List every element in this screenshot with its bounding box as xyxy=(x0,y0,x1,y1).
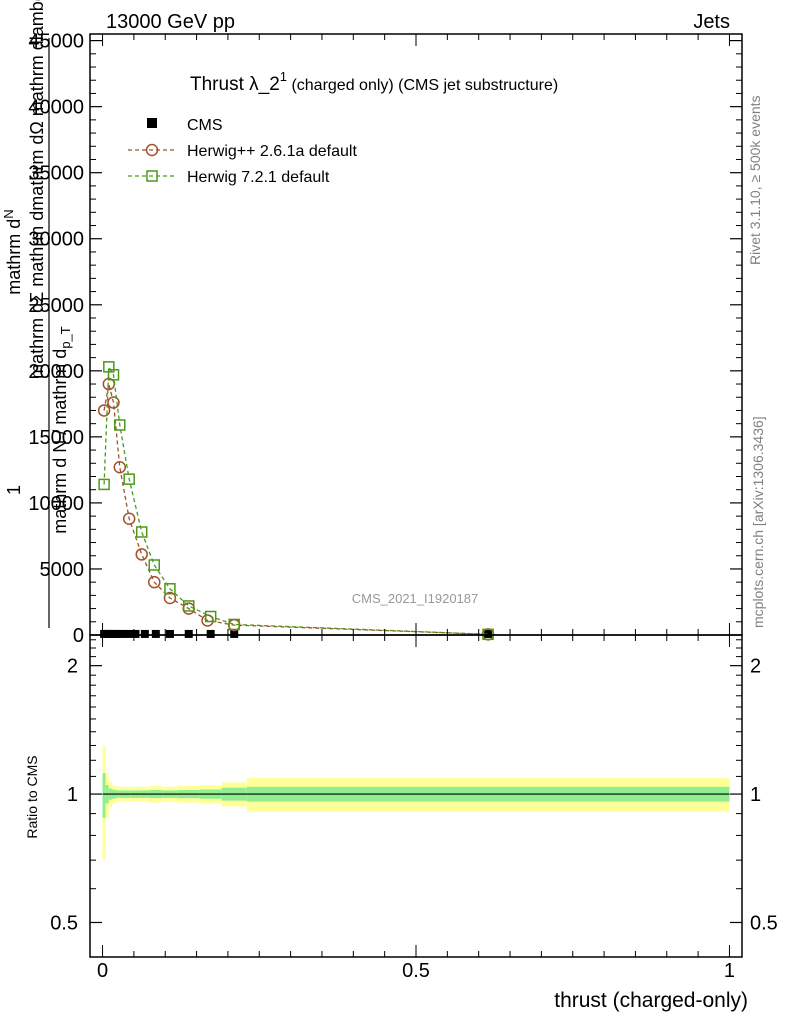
ratio-y-tick-label-right: 2 xyxy=(750,656,761,678)
main-y-tick-label: 40000 xyxy=(28,97,84,119)
data-point-cms xyxy=(117,629,126,638)
y-label-den-1: mathrm d N / mathrm d xyxy=(50,349,70,534)
ratio-y-tick-label-left: 0.5 xyxy=(50,912,78,934)
main-y-tick-label: 45000 xyxy=(28,31,84,53)
ratio-y-tick-label-left: 2 xyxy=(67,656,78,678)
ratio-y-axis-label: Ratio to CMS xyxy=(24,755,40,838)
data-point-cms xyxy=(151,629,160,638)
ratio-x-tick-label: 1 xyxy=(724,960,735,982)
y-label-num-3: mathrm dΣ mathrm d xyxy=(27,211,47,379)
data-point-herwig-pp xyxy=(163,591,177,605)
legend-marker-herwig-pp xyxy=(145,143,159,157)
main-y-axis: 0 5000 10000 15000 20000 25000 30000 35000 40000… xyxy=(28,31,742,647)
ratio-x-axis: 0 0.5 1 xyxy=(97,635,735,982)
ratio-y-tick-label-right: 0.5 xyxy=(750,912,778,934)
data-point-herwig-7 xyxy=(114,419,126,431)
main-y-axis-label: mathrm dN mathrm dΣ mathrm dmathrm dΩ ma… xyxy=(1,0,73,628)
data-point-herwig-pp xyxy=(148,575,161,589)
series-line-herwig-7 xyxy=(103,364,489,635)
header-energy-label: 13000 GeV pp xyxy=(106,11,235,33)
y-label-num-4: mathrm dΩ mathrm dlambda xyxy=(27,0,47,211)
ratio-y-tick-label-right: 1 xyxy=(750,784,761,806)
y-label-numerator-line2: mathrm dΣ mathrm dmathrm dΩ mathrm dlamb… xyxy=(27,0,47,379)
rivet-version-label: Rivet 3.1.10, ≥ 500k events xyxy=(747,95,763,265)
main-y-tick-label: 25000 xyxy=(28,295,84,317)
data-point-herwig-7 xyxy=(135,526,148,538)
y-label-num-2: N xyxy=(1,209,16,218)
main-y-tick-label: 0 xyxy=(73,625,84,647)
data-point-herwig-7 xyxy=(98,478,110,491)
main-series-layer xyxy=(97,361,495,641)
data-point-herwig-7 xyxy=(123,473,135,485)
data-point-cms xyxy=(184,629,193,638)
data-point-cms xyxy=(165,629,174,638)
legend-marker-herwig-7 xyxy=(146,170,158,182)
legend-label-herwig-pp: Herwig++ 2.6.1a default xyxy=(187,143,357,160)
data-point-cms xyxy=(230,629,239,638)
data-point-herwig-pp xyxy=(122,512,136,526)
ratio-y-tick-label-left: 1 xyxy=(67,784,78,806)
main-y-tick-label: 5000 xyxy=(40,559,85,581)
main-y-tick-label: 30000 xyxy=(28,229,84,251)
analysis-watermark: CMS_2021_I1920187 xyxy=(352,591,479,606)
data-point-herwig-pp xyxy=(107,396,120,409)
main-panel: 0 5000 10000 15000 20000 25000 30000 35000 40000… xyxy=(28,31,743,647)
main-y-tick-label: 15000 xyxy=(28,427,84,449)
legend-marker-cms xyxy=(147,118,157,128)
plot-title-rest: (charged only) (CMS jet substructure) xyxy=(287,77,558,94)
data-point-herwig-pp xyxy=(113,460,127,474)
y-label-num-1: mathrm d xyxy=(4,219,24,295)
data-point-cms xyxy=(206,629,215,638)
x-axis-label: thrust (charged-only) xyxy=(554,989,748,1012)
ratio-band-inner xyxy=(102,773,106,818)
data-point-cms xyxy=(131,629,140,638)
data-point-cms xyxy=(112,629,121,638)
ratio-x-tick-label: 0 xyxy=(97,960,108,982)
main-y-tick-label: 10000 xyxy=(28,493,84,515)
mcplots-source-label: mcplots.cern.ch [arXiv:1306.3436] xyxy=(750,416,766,628)
ratio-band-layer xyxy=(102,745,730,861)
data-point-herwig-pp xyxy=(97,404,111,417)
data-point-cms xyxy=(123,629,132,638)
legend-label-herwig-7: Herwig 7.2.1 default xyxy=(187,169,330,186)
data-point-herwig-7 xyxy=(148,559,161,571)
y-label-one: 1 xyxy=(4,485,24,495)
main-y-tick-label: 35000 xyxy=(28,163,84,185)
y-label-den-2: p_T xyxy=(58,326,73,348)
data-point-herwig-7 xyxy=(228,618,240,631)
plot-title-main: Thrust λ_2 xyxy=(190,74,280,95)
data-point-herwig-7 xyxy=(182,600,195,612)
data-point-herwig-pp xyxy=(135,548,148,561)
data-point-herwig-7 xyxy=(107,369,120,381)
plot-title: Thrust λ_21 (charged only) (CMS jet subs… xyxy=(190,69,558,95)
ratio-y-axis: 0.5 0.5 1 1 2 2 xyxy=(50,639,778,934)
data-point-herwig-7 xyxy=(164,583,176,595)
data-point-herwig-7 xyxy=(204,610,217,623)
legend-label-cms: CMS xyxy=(187,117,223,134)
main-y-tick-label: 20000 xyxy=(28,361,84,383)
ratio-x-tick-label: 0.5 xyxy=(402,960,430,982)
y-label-numerator: mathrm dN xyxy=(1,209,24,294)
header-jets-label: Jets xyxy=(693,11,730,33)
data-point-herwig-pp xyxy=(201,614,214,627)
ratio-panel: 0.5 0.51 12 2 0 0.5 1 xyxy=(50,634,778,982)
y-label-denominator: mathrm d N / mathrm dp_T xyxy=(50,326,73,534)
main-x-ticks xyxy=(102,34,730,635)
data-point-cms xyxy=(140,629,149,638)
legend: CMS Herwig++ 2.6.1a default Herwig 7.2.1… xyxy=(128,117,357,186)
plot-title-superscript: 1 xyxy=(280,69,287,84)
